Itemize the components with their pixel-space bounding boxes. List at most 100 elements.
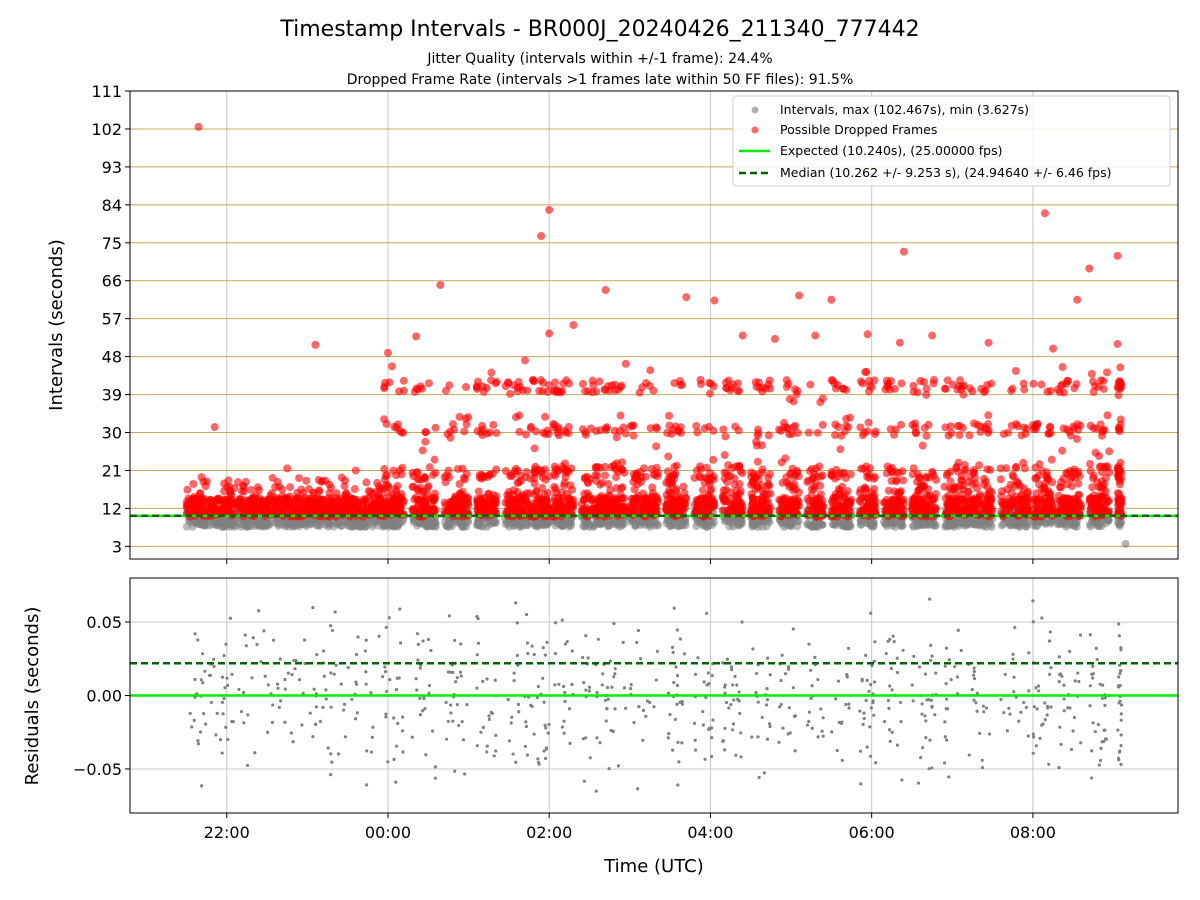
dropped-frame-point: [719, 506, 728, 515]
dropped-frame-point: [757, 441, 766, 450]
dropped-frame-point: [1047, 455, 1056, 464]
dropped-frame-point: [462, 383, 471, 392]
dropped-frame-point: [1045, 498, 1054, 507]
dropped-frame-point: [788, 486, 797, 495]
dropped-frame-point: [224, 476, 233, 485]
dropped-frame-point: [460, 475, 469, 484]
dropped-frame-point: [951, 482, 960, 491]
dropped-frame-point: [246, 485, 255, 494]
dropped-frame-point: [382, 419, 391, 428]
dropped-frame-point: [870, 430, 879, 439]
dropped-frame-point: [754, 470, 763, 479]
dropped-frame-point: [961, 502, 970, 511]
interval-point: [612, 520, 621, 529]
dropped-frame-point: [373, 478, 382, 487]
interval-point: [1005, 519, 1014, 528]
dropped-frame-point: [898, 467, 907, 476]
dropped-frame-point: [526, 474, 535, 483]
dropped-frame-point: [591, 471, 600, 480]
dropped-frame-point: [846, 413, 855, 422]
dropped-frame-point: [427, 494, 436, 503]
interval-point: [1121, 539, 1130, 548]
dropped-frame-point: [810, 482, 819, 491]
dropped-frame-point: [531, 462, 540, 471]
dropped-frame-point: [981, 477, 990, 486]
dropped-frame-point: [957, 385, 966, 394]
dropped-frame-point: [251, 491, 260, 500]
dropped-frame-point: [267, 489, 276, 498]
dropped-frame-point: [633, 480, 642, 489]
dropped-frame-point: [943, 376, 952, 385]
dropped-frame-point: [1044, 429, 1053, 438]
dropped-frame-point: [984, 411, 993, 420]
dropped-frame-point: [408, 482, 417, 491]
dropped-frame-point: [190, 502, 199, 511]
dropped-frame-point: [858, 379, 867, 388]
dropped-frame-point: [561, 428, 570, 437]
dropped-frame-point: [1033, 420, 1042, 429]
dropped-frame-point: [720, 451, 729, 460]
dropped-frame-point: [272, 495, 281, 504]
dropped-frame-point: [792, 390, 801, 399]
dropped-frame-point: [518, 386, 527, 395]
dropped-frame-point: [1009, 472, 1018, 481]
dropped-frame-point: [627, 502, 636, 511]
interval-point: [1015, 522, 1024, 531]
dropped-frame-point: [385, 378, 394, 387]
dropped-frame-point: [670, 471, 679, 480]
dropped-frame-point: [836, 445, 845, 454]
interval-point: [678, 521, 687, 530]
dropped-frame-point: [679, 500, 688, 509]
dropped-frame-point: [664, 486, 673, 495]
interval-point: [444, 520, 453, 529]
dropped-frame-point: [591, 463, 600, 472]
dropped-frame-point: [778, 478, 787, 487]
dropped-frame-point: [976, 422, 985, 431]
dropped-frame-point: [421, 501, 430, 510]
dropped-frame-point: [1060, 388, 1069, 397]
dropped-frame-point: [392, 423, 401, 432]
interval-point: [360, 522, 369, 531]
dropped-frame-point: [975, 461, 984, 470]
dropped-frame-point: [670, 497, 679, 506]
dropped-frame-point: [1072, 434, 1081, 443]
dropped-frame-point: [862, 462, 871, 471]
interval-point: [702, 522, 711, 531]
interval-point: [784, 517, 793, 526]
dropped-frame-point: [672, 461, 681, 470]
dropped-frame-point: [532, 487, 541, 496]
dropped-frame-point: [818, 394, 827, 403]
dropped-frame-point: [918, 441, 927, 450]
dropped-frame-point: [551, 484, 560, 493]
dropped-frame-point: [1017, 498, 1026, 507]
interval-point: [696, 518, 705, 527]
dropped-frame-point: [663, 428, 672, 437]
dropped-frame-point: [983, 465, 992, 474]
dropped-frame-point: [514, 478, 523, 487]
dropped-frame-point: [997, 492, 1006, 501]
dropped-frame-point: [286, 483, 295, 492]
dropped-frame-point: [764, 431, 773, 440]
dropped-frame-point: [1004, 494, 1013, 503]
dropped-frame-point: [908, 420, 917, 429]
dropped-frame-point: [425, 463, 434, 472]
dropped-frame-point: [451, 498, 460, 507]
dropped-frame-point: [464, 413, 473, 422]
dropped-frame-point: [484, 490, 493, 499]
dropped-frame-point: [791, 421, 800, 430]
dropped-frame-point: [698, 486, 707, 495]
dropped-frame-point: [474, 487, 483, 496]
dropped-frame-point: [806, 380, 815, 389]
dropped-frame-point: [1096, 492, 1105, 501]
dropped-frame-point: [462, 420, 471, 429]
dropped-frame-point: [239, 481, 248, 490]
dropped-frame-point: [952, 462, 961, 471]
dropped-frame-point: [753, 457, 762, 466]
dropped-frame-point: [720, 468, 729, 477]
interval-point: [532, 519, 541, 528]
dropped-frame-point: [765, 481, 774, 490]
dropped-frame-point: [563, 502, 572, 511]
dropped-frame-point: [473, 384, 482, 393]
dropped-frame-point: [788, 497, 797, 506]
dropped-frame-point: [473, 427, 482, 436]
